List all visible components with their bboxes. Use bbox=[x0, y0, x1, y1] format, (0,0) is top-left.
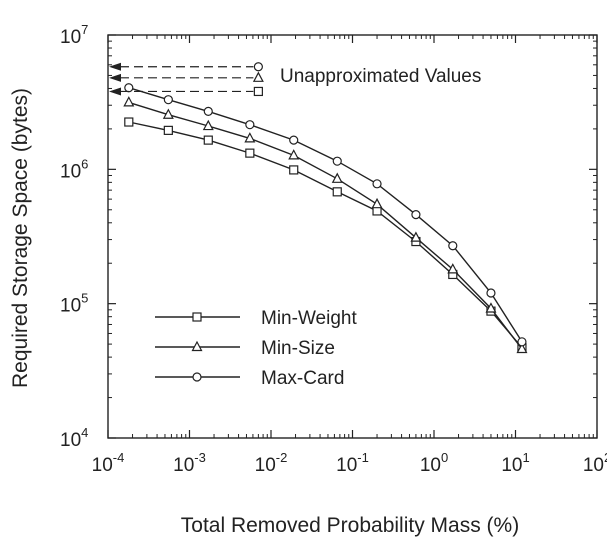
legend-marker-min-size bbox=[191, 340, 203, 352]
legend-marker-max-card bbox=[192, 372, 202, 382]
x-tick-label: 10-4 bbox=[92, 450, 125, 476]
data-point-max-card bbox=[245, 120, 255, 130]
data-point-max-card bbox=[372, 179, 382, 189]
data-point-max-card bbox=[448, 241, 458, 251]
unapprox-marker-min-size bbox=[252, 71, 264, 82]
y-tick-label: 107 bbox=[60, 22, 88, 48]
arrow-head-icon bbox=[109, 73, 121, 82]
legend-label: Max-Card bbox=[261, 368, 344, 389]
legend: Min-Weight Min-Size Max-Card bbox=[155, 308, 357, 389]
data-point-min-size bbox=[447, 263, 459, 274]
unapprox-marker-min-weight bbox=[253, 86, 263, 97]
data-point-max-card bbox=[332, 156, 342, 166]
legend-label: Min-Size bbox=[261, 338, 335, 359]
data-point-min-size bbox=[123, 96, 135, 107]
data-point-max-card bbox=[289, 135, 299, 145]
data-point-min-weight bbox=[163, 125, 173, 135]
x-tick-label: 10-3 bbox=[173, 450, 206, 476]
data-point-min-size bbox=[244, 132, 256, 143]
y-tick-label: 106 bbox=[60, 156, 88, 182]
data-point-min-weight bbox=[245, 148, 255, 158]
y-tick-labels: 104 105 106 107 bbox=[60, 22, 88, 451]
legend-item-min-weight: Min-Weight bbox=[155, 308, 357, 329]
data-point-min-size bbox=[410, 231, 422, 242]
arrow-head-icon bbox=[109, 87, 121, 96]
x-tick-label: 10-1 bbox=[336, 450, 369, 476]
data-point-max-card bbox=[124, 83, 134, 93]
data-point-min-size bbox=[371, 197, 383, 209]
series-min-size bbox=[123, 96, 528, 354]
legend-label: Min-Weight bbox=[261, 308, 357, 329]
x-tick-labels: 10-4 10-3 10-2 10-1 100 101 102 bbox=[92, 450, 607, 476]
legend-marker-min-weight bbox=[192, 312, 202, 322]
y-tick-label: 105 bbox=[60, 291, 88, 317]
annotation-unapproximated-values: Unapproximated Values bbox=[280, 66, 481, 87]
data-point-min-weight bbox=[289, 165, 299, 175]
data-point-max-card bbox=[517, 337, 527, 347]
major-ticks bbox=[107, 34, 598, 439]
data-point-max-card bbox=[163, 95, 173, 105]
data-point-min-size bbox=[202, 119, 214, 131]
data-point-min-weight bbox=[332, 187, 342, 197]
data-point-max-card bbox=[411, 210, 421, 220]
minor-ticks bbox=[108, 35, 597, 438]
unapproximated-values-layer bbox=[109, 62, 264, 97]
x-axis-title: Total Removed Probability Mass (%) bbox=[181, 514, 519, 537]
legend-item-min-size: Min-Size bbox=[155, 338, 335, 359]
data-point-min-size bbox=[162, 108, 174, 119]
x-tick-label: 101 bbox=[501, 450, 529, 476]
x-tick-label: 100 bbox=[420, 450, 448, 476]
series-layer bbox=[123, 83, 528, 354]
x-tick-label: 102 bbox=[583, 450, 607, 476]
unapprox-marker-max-card bbox=[253, 62, 263, 72]
data-point-min-size bbox=[516, 342, 528, 354]
x-tick-label: 10-2 bbox=[255, 450, 288, 476]
arrow-head-icon bbox=[109, 62, 121, 71]
data-point-max-card bbox=[203, 106, 213, 116]
data-point-max-card bbox=[486, 288, 496, 298]
data-point-min-size bbox=[331, 172, 343, 183]
data-point-min-size bbox=[485, 302, 497, 313]
series-max-card bbox=[124, 83, 527, 347]
data-point-min-weight bbox=[203, 135, 213, 145]
data-point-min-weight bbox=[124, 117, 134, 127]
legend-item-max-card: Max-Card bbox=[155, 368, 344, 389]
y-tick-label: 104 bbox=[60, 425, 88, 451]
y-axis-title: Required Storage Space (bytes) bbox=[9, 88, 32, 388]
data-point-min-size bbox=[288, 149, 300, 160]
